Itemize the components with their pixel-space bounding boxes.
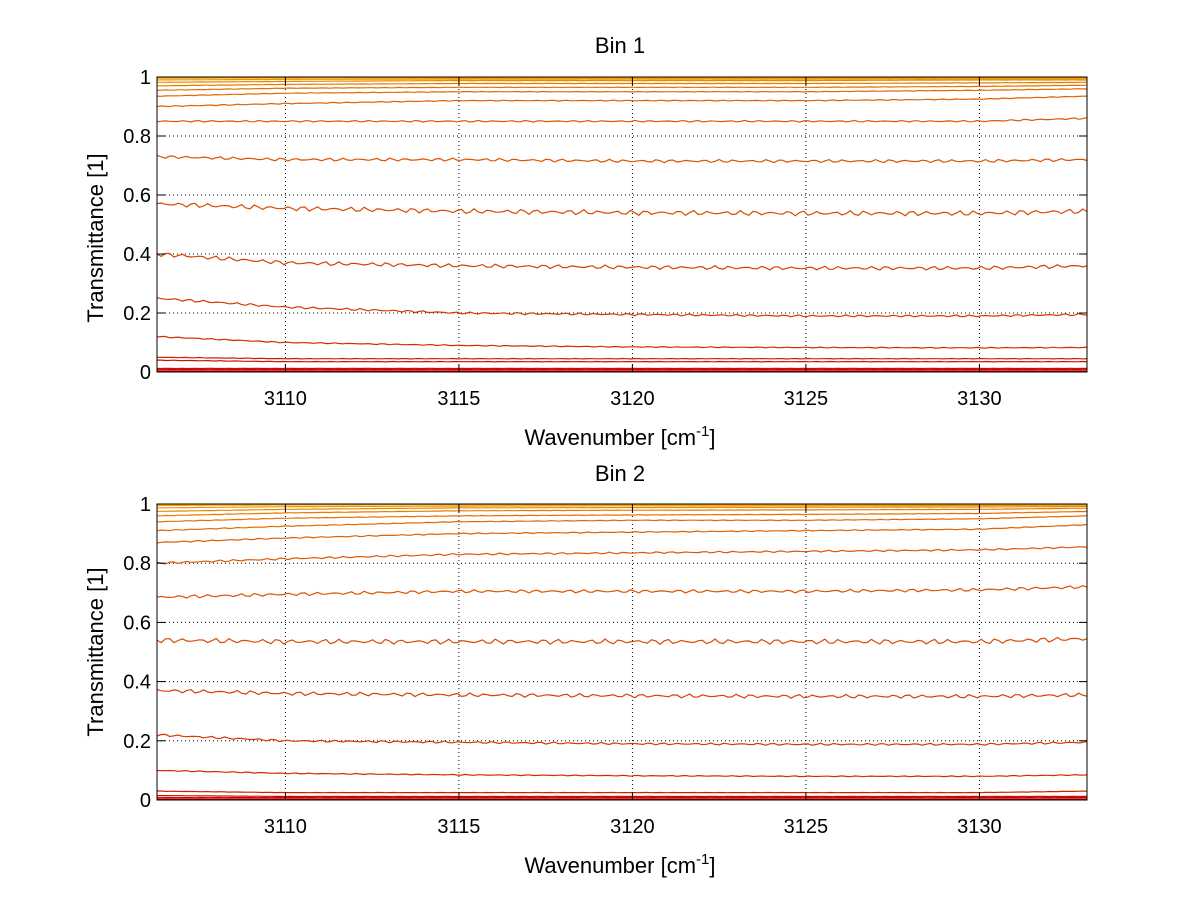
series-line — [156, 252, 1088, 271]
x-tick-label: 3115 — [437, 388, 480, 410]
series-line — [156, 356, 1088, 360]
subplot-bin-2: Bin 2 Transmittance [1] Wavenumber [cm-1… — [83, 461, 1088, 878]
series-line — [157, 790, 1088, 794]
series-line — [156, 510, 1088, 523]
series-line — [156, 335, 1088, 349]
y-axis-label: Transmittance [1] — [83, 153, 108, 322]
x-tick-label: 3115 — [437, 816, 480, 838]
y-tick-label: 0.4 — [123, 244, 151, 266]
series-line — [156, 117, 1088, 123]
y-tick-label: 0.4 — [123, 672, 151, 694]
x-tick-label: 3125 — [784, 388, 829, 410]
series-line — [156, 202, 1088, 217]
y-tick-label: 0 — [140, 362, 151, 384]
series-line — [157, 794, 1087, 798]
series-line — [156, 297, 1088, 318]
x-axis-label-suffix: ] — [709, 425, 715, 450]
series-line — [156, 507, 1088, 517]
x-tick-label: 3110 — [264, 816, 307, 838]
series-line — [156, 769, 1088, 778]
series-line — [156, 78, 1088, 81]
series-line — [156, 154, 1088, 164]
series-line — [156, 733, 1088, 746]
series-line — [156, 515, 1088, 532]
series-line — [156, 546, 1088, 565]
x-tick-label: 3120 — [610, 816, 655, 838]
series-line — [157, 505, 1087, 512]
chart-title: Bin 1 — [595, 33, 645, 58]
x-axis-label-superscript: -1 — [696, 423, 709, 440]
series-line — [156, 95, 1088, 108]
series-line — [156, 84, 1088, 91]
y-tick-label: 0.6 — [123, 612, 151, 634]
series-line — [156, 523, 1088, 544]
x-tick-label: 3125 — [784, 816, 829, 838]
y-tick-label: 1 — [140, 67, 151, 89]
x-tick-label: 3130 — [957, 388, 1002, 410]
series-line — [156, 584, 1088, 599]
x-tick-label: 3120 — [610, 388, 655, 410]
x-axis-label-superscript: -1 — [696, 851, 709, 868]
x-axis-label-text: Wavenumber [cm — [524, 425, 696, 450]
series-line — [156, 688, 1088, 699]
series-line — [157, 504, 1087, 509]
y-tick-label: 1 — [140, 494, 151, 516]
x-tick-label: 3110 — [264, 388, 307, 410]
x-axis-label: Wavenumber [cm-1] — [524, 851, 715, 878]
chart-title: Bin 2 — [595, 461, 645, 486]
x-axis-label-suffix: ] — [709, 853, 715, 878]
axes-frame — [156, 503, 1088, 801]
series-line — [157, 79, 1087, 83]
x-axis-label-text: Wavenumber [cm — [524, 853, 696, 878]
y-tick-label: 0.2 — [123, 303, 151, 325]
x-axis-label: Wavenumber [cm-1] — [524, 423, 715, 450]
y-axis-label: Transmittance [1] — [83, 567, 108, 736]
y-tick-label: 0.8 — [123, 126, 151, 148]
series-line — [156, 81, 1088, 87]
y-tick-label: 0 — [140, 790, 151, 812]
y-tick-label: 0.8 — [123, 553, 151, 575]
y-tick-label: 0.2 — [123, 731, 151, 753]
series-line — [156, 636, 1088, 646]
y-tick-label: 0.6 — [123, 185, 151, 207]
axes-frame — [156, 76, 1088, 373]
subplot-bin-1: Bin 1 Transmittance [1] Wavenumber [cm-1… — [83, 33, 1088, 450]
series-line — [157, 359, 1088, 363]
x-tick-label: 3130 — [957, 816, 1002, 838]
series-line — [156, 88, 1088, 97]
